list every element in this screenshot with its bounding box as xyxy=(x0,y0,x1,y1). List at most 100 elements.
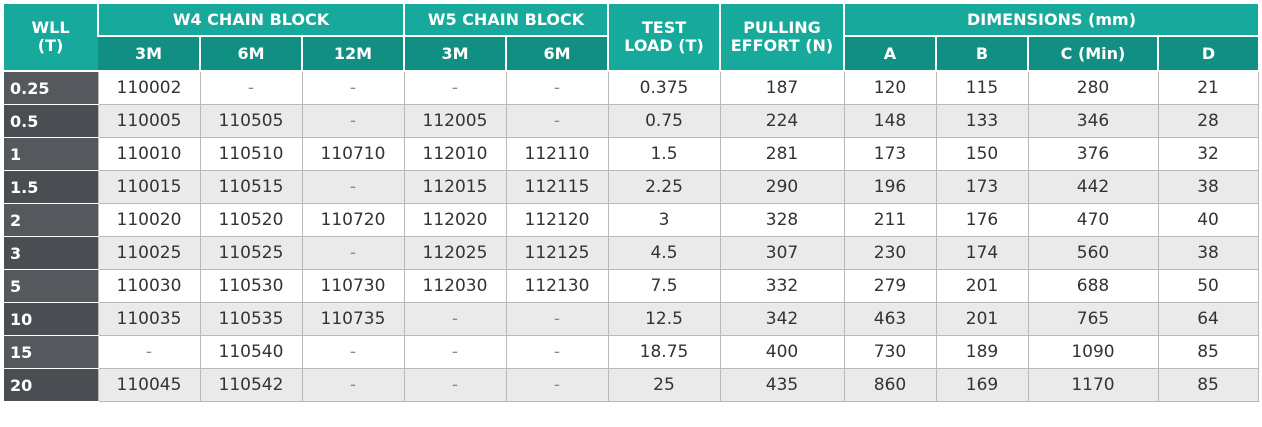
cell-dim-b: 115 xyxy=(935,71,1028,105)
header-dim-d: D xyxy=(1156,36,1259,72)
cell-dim-d: 38 xyxy=(1157,170,1259,204)
cell-w5-3m: - xyxy=(403,302,506,336)
cell-w4-6m: 110530 xyxy=(199,269,302,303)
cell-dim-a: 196 xyxy=(843,170,936,204)
cell-test-load: 18.75 xyxy=(607,335,720,369)
cell-w5-6m: 112120 xyxy=(505,203,608,237)
cell-w4-12m: 110710 xyxy=(301,137,404,171)
header-w5-chain-block: W5 CHAIN BLOCK xyxy=(403,4,608,37)
cell-test-load: 3 xyxy=(607,203,720,237)
header-pulling-effort: PULLING EFFORT (N) xyxy=(719,4,844,72)
cell-dim-d: 40 xyxy=(1157,203,1259,237)
header-w4-chain-block: W4 CHAIN BLOCK xyxy=(97,4,404,37)
cell-w4-3m: 110015 xyxy=(97,170,200,204)
table-row: 3 110025 110525-112025 112125 4.5 307 230 174 56… xyxy=(4,236,1259,270)
cell-w4-6m: 110510 xyxy=(199,137,302,171)
cell-w4-3m: 110002 xyxy=(97,71,200,105)
cell-test-load: 0.75 xyxy=(607,104,720,138)
cell-dim-a: 120 xyxy=(843,71,936,105)
cell-w4-12m: 110735 xyxy=(301,302,404,336)
cell-dim-a: 173 xyxy=(843,137,936,171)
cell-w4-6m: 110525 xyxy=(199,236,302,270)
cell-dim-a: 860 xyxy=(843,368,936,402)
cell-w4-6m: 110505 xyxy=(199,104,302,138)
cell-dim-b: 201 xyxy=(935,269,1028,303)
cell-dim-c-min: 1090 xyxy=(1027,335,1158,369)
header-dimensions: DIMENSIONS (mm) xyxy=(842,4,1259,37)
cell-w4-3m: - xyxy=(97,335,200,369)
header-w4-12m: 12M xyxy=(301,36,404,72)
cell-dim-c-min: 688 xyxy=(1027,269,1158,303)
cell-dim-c-min: 346 xyxy=(1027,104,1158,138)
cell-pulling-effort: 290 xyxy=(719,170,844,204)
cell-w5-6m: 112115 xyxy=(505,170,608,204)
cell-wll: 0.25 xyxy=(4,71,98,105)
header-test-load: TEST LOAD (T) xyxy=(607,4,720,72)
table-row: 1 110010 110510 110710 112010 112110 1.5 281 173… xyxy=(4,137,1259,171)
cell-pulling-effort: 328 xyxy=(719,203,844,237)
cell-w5-3m: 112030 xyxy=(403,269,506,303)
cell-w4-12m: - xyxy=(301,335,404,369)
cell-dim-a: 230 xyxy=(843,236,936,270)
cell-w4-12m: - xyxy=(301,236,404,270)
cell-test-load: 12.5 xyxy=(607,302,720,336)
cell-wll: 3 xyxy=(4,236,98,270)
cell-pulling-effort: 224 xyxy=(719,104,844,138)
cell-pulling-effort: 187 xyxy=(719,71,844,105)
chain-block-spec-table: WLL (T) W4 CHAIN BLOCK W5 CHAIN BLOCK TE… xyxy=(4,4,1259,402)
header-wll-line2: (T) xyxy=(37,36,64,55)
cell-w4-6m: 110515 xyxy=(199,170,302,204)
table-row: 5 110030 110530 110730 112030 112130 7.5 332 279… xyxy=(4,269,1259,303)
header-w5-6m: 6M xyxy=(505,36,608,72)
cell-dim-d: 28 xyxy=(1157,104,1259,138)
cell-w5-6m: - xyxy=(505,302,608,336)
table-row: 0.5 110005 110505-112005-0.75 224 148 133 346 2… xyxy=(4,104,1259,138)
cell-pulling-effort: 400 xyxy=(719,335,844,369)
cell-pulling-effort: 332 xyxy=(719,269,844,303)
table-row: 20 110045 110542- - -25 435 860 169 1170 85 xyxy=(4,368,1259,402)
cell-w5-3m: - xyxy=(403,335,506,369)
cell-w4-3m: 110035 xyxy=(97,302,200,336)
cell-w5-6m: 112110 xyxy=(505,137,608,171)
header-dim-a: A xyxy=(843,36,936,72)
cell-dim-c-min: 376 xyxy=(1027,137,1158,171)
cell-w4-12m: 110720 xyxy=(301,203,404,237)
cell-w4-6m: 110520 xyxy=(199,203,302,237)
cell-pulling-effort: 435 xyxy=(719,368,844,402)
cell-w4-6m: 110542 xyxy=(199,368,302,402)
cell-dim-c-min: 560 xyxy=(1027,236,1158,270)
header-dim-c-min: C (Min) xyxy=(1027,36,1158,72)
cell-w5-3m: 112005 xyxy=(403,104,506,138)
cell-dim-d: 64 xyxy=(1157,302,1259,336)
cell-dim-b: 169 xyxy=(935,368,1028,402)
cell-dim-b: 176 xyxy=(935,203,1028,237)
cell-dim-b: 174 xyxy=(935,236,1028,270)
cell-dim-d: 38 xyxy=(1157,236,1259,270)
cell-w5-3m: - xyxy=(403,368,506,402)
cell-w4-6m: - xyxy=(199,71,302,105)
cell-dim-d: 85 xyxy=(1157,335,1259,369)
cell-w4-3m: 110045 xyxy=(97,368,200,402)
cell-test-load: 2.25 xyxy=(607,170,720,204)
cell-wll: 10 xyxy=(4,302,98,336)
cell-dim-a: 279 xyxy=(843,269,936,303)
cell-w5-6m: 112125 xyxy=(505,236,608,270)
cell-w5-3m: 112010 xyxy=(403,137,506,171)
cell-dim-a: 211 xyxy=(843,203,936,237)
cell-test-load: 25 xyxy=(607,368,720,402)
cell-wll: 20 xyxy=(4,368,98,402)
cell-dim-b: 133 xyxy=(935,104,1028,138)
cell-w5-6m: - xyxy=(505,335,608,369)
cell-dim-b: 201 xyxy=(935,302,1028,336)
header-pulling-line1: PULLING xyxy=(743,18,821,37)
cell-dim-a: 148 xyxy=(843,104,936,138)
cell-pulling-effort: 281 xyxy=(719,137,844,171)
cell-dim-c-min: 442 xyxy=(1027,170,1158,204)
cell-w5-6m: - xyxy=(505,104,608,138)
cell-test-load: 7.5 xyxy=(607,269,720,303)
cell-pulling-effort: 307 xyxy=(719,236,844,270)
header-test-load-line1: TEST xyxy=(641,18,687,37)
header-w4-3m: 3M xyxy=(98,36,200,72)
cell-w4-3m: 110005 xyxy=(97,104,200,138)
cell-dim-c-min: 280 xyxy=(1027,71,1158,105)
